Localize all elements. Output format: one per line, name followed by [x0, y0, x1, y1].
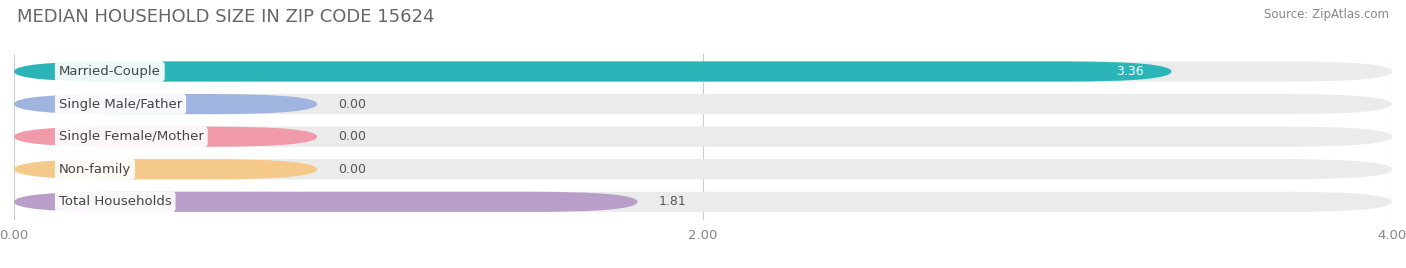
Text: Single Male/Father: Single Male/Father	[59, 98, 183, 111]
Text: 0.00: 0.00	[337, 98, 366, 111]
Text: 0.00: 0.00	[337, 163, 366, 176]
Text: Source: ZipAtlas.com: Source: ZipAtlas.com	[1264, 8, 1389, 21]
FancyBboxPatch shape	[14, 192, 1392, 212]
FancyBboxPatch shape	[14, 61, 1392, 82]
Text: Non-family: Non-family	[59, 163, 131, 176]
Text: Single Female/Mother: Single Female/Mother	[59, 130, 204, 143]
Text: Married-Couple: Married-Couple	[59, 65, 160, 78]
FancyBboxPatch shape	[14, 94, 1392, 114]
Text: 1.81: 1.81	[658, 195, 686, 208]
FancyBboxPatch shape	[14, 159, 1392, 179]
FancyBboxPatch shape	[14, 126, 318, 147]
Text: Total Households: Total Households	[59, 195, 172, 208]
FancyBboxPatch shape	[14, 94, 318, 114]
Text: MEDIAN HOUSEHOLD SIZE IN ZIP CODE 15624: MEDIAN HOUSEHOLD SIZE IN ZIP CODE 15624	[17, 8, 434, 26]
FancyBboxPatch shape	[14, 192, 637, 212]
Text: 3.36: 3.36	[1116, 65, 1144, 78]
Text: 0.00: 0.00	[337, 130, 366, 143]
FancyBboxPatch shape	[14, 61, 1171, 82]
FancyBboxPatch shape	[14, 126, 1392, 147]
FancyBboxPatch shape	[14, 159, 318, 179]
